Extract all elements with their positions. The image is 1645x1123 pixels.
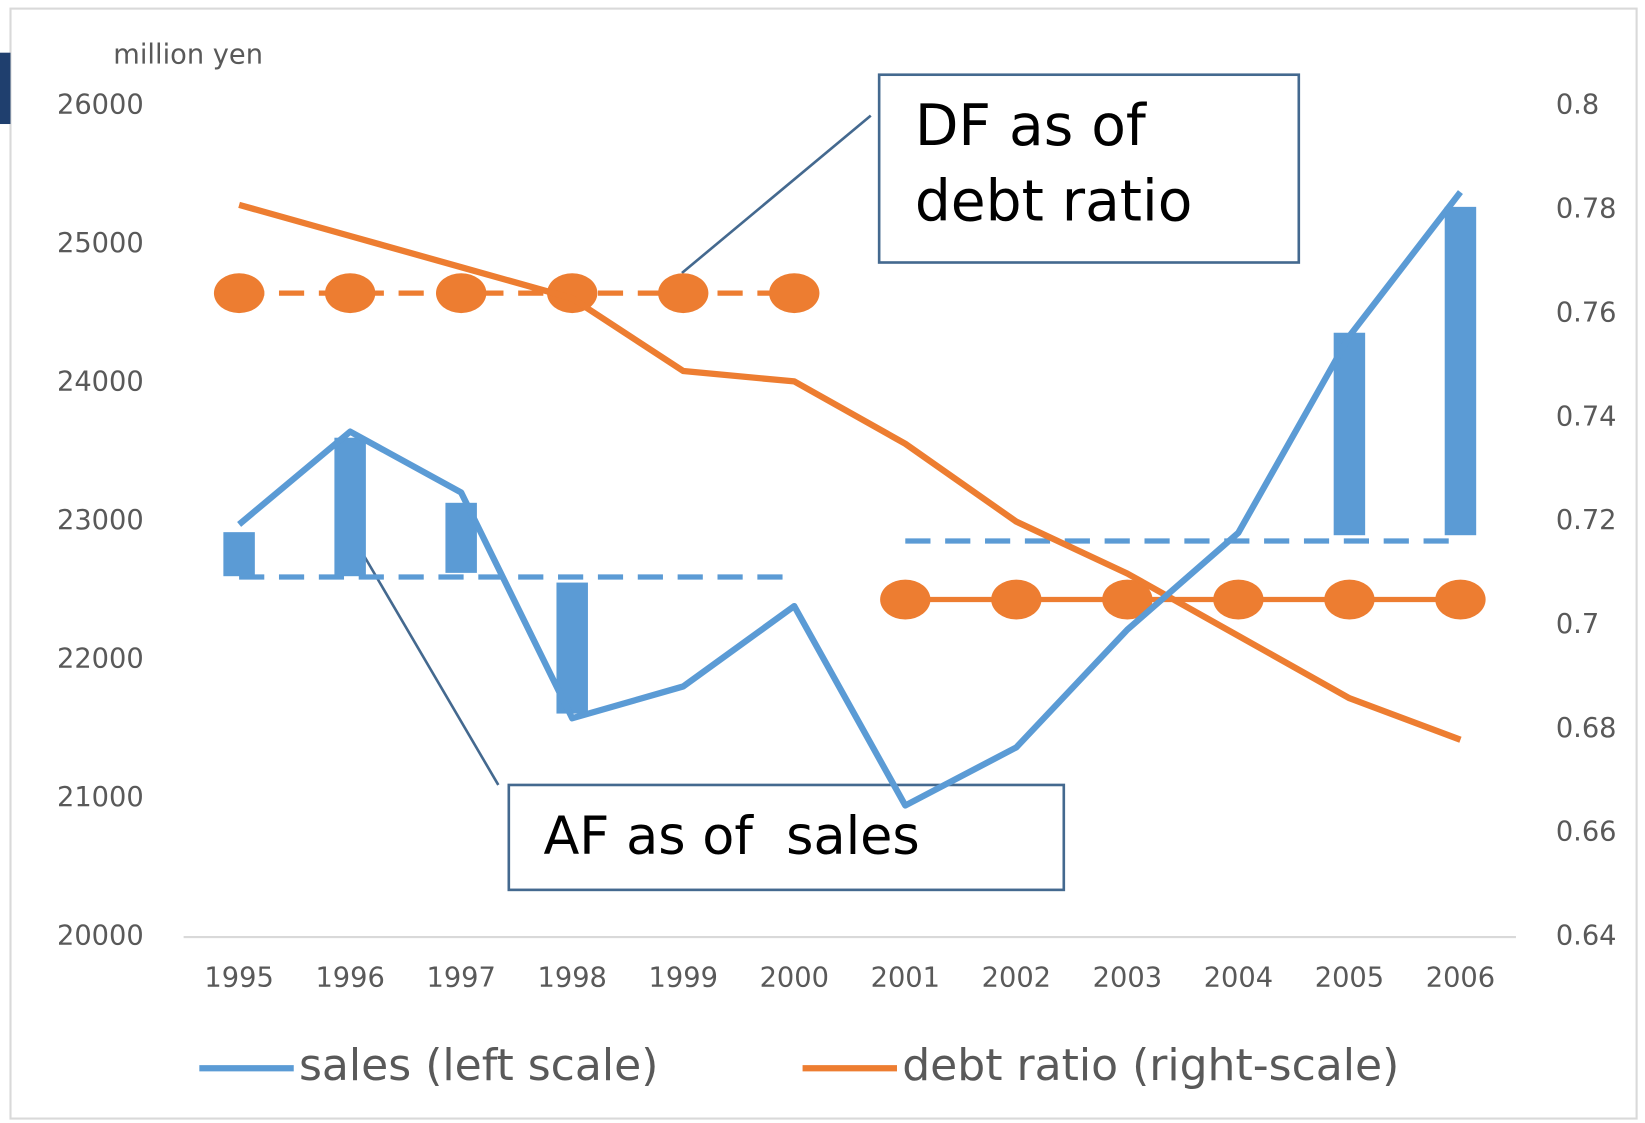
forecast-marker (1324, 579, 1375, 620)
annotation-text: debt ratio (915, 168, 1193, 234)
y-tick-label: 24000 (57, 367, 144, 398)
y2-tick-label: 0.66 (1556, 817, 1617, 848)
series-line (238, 201, 1462, 743)
forecast-marker (1435, 579, 1486, 620)
y2-tick-label: 0.74 (1556, 401, 1617, 432)
y2-tick-label: 0.68 (1556, 713, 1617, 744)
x-tick-label: 2002 (982, 963, 1051, 994)
deviation-bar (223, 532, 255, 577)
leader-line (681, 114, 872, 275)
forecast-marker (1213, 579, 1264, 620)
y-tick-label: 20000 (57, 921, 144, 952)
forecast-marker (991, 579, 1042, 620)
y2-tick-label: 0.7 (1556, 609, 1599, 640)
y-axis-label: million yen (113, 39, 263, 70)
deviation-bar (334, 437, 366, 577)
y-tick-label: 26000 (57, 90, 144, 121)
x-tick-label: 2005 (1315, 963, 1384, 994)
forecast-marker (658, 273, 709, 314)
x-tick-label: 2000 (760, 963, 829, 994)
y-tick-label: 23000 (57, 505, 144, 536)
forecast-marker (435, 273, 487, 314)
legend-label: sales (left scale) (299, 1040, 658, 1091)
deviation-bar (1444, 206, 1477, 536)
y2-tick-label: 0.64 (1556, 921, 1617, 952)
y-tick-label: 25000 (57, 228, 144, 259)
annotation-box (507, 783, 1066, 892)
annotation-box (877, 73, 1301, 264)
x-tick-label: 1998 (538, 963, 607, 994)
y2-tick-label: 0.8 (1556, 90, 1599, 121)
legend-label: debt ratio (right-scale) (902, 1040, 1399, 1091)
y-tick-label: 21000 (57, 782, 144, 813)
x-tick-label: 2001 (871, 963, 940, 994)
x-tick-label: 2003 (1093, 963, 1162, 994)
forecast-marker (213, 273, 265, 314)
annotation-text: AF as of sales (543, 806, 919, 867)
y2-tick-label: 0.78 (1556, 194, 1617, 225)
leader-line (339, 515, 500, 786)
x-tick-label: 1997 (426, 963, 495, 994)
forecast-marker (769, 273, 820, 314)
annotations: DF as of debt ratio AF as of sales (543, 93, 1192, 867)
chart-border (9, 7, 1638, 1120)
forecast-marker (880, 579, 931, 620)
x-tick-label: 1999 (649, 963, 718, 994)
y2-tick-label: 0.72 (1556, 505, 1617, 536)
x-tick-label: 1995 (204, 963, 273, 994)
edge-decoration (0, 52, 11, 125)
x-tick-label: 2004 (1204, 963, 1273, 994)
forecast-marker (324, 273, 376, 314)
y-tick-label: 22000 (57, 644, 144, 675)
deviation-bar (1333, 332, 1366, 536)
x-tick-label: 2006 (1426, 963, 1495, 994)
x-tick-label: 1996 (315, 963, 384, 994)
y2-tick-label: 0.76 (1556, 297, 1617, 328)
annotation-text: DF as of (915, 93, 1148, 159)
series-line (237, 190, 1463, 809)
forecast-marker (1102, 579, 1153, 620)
